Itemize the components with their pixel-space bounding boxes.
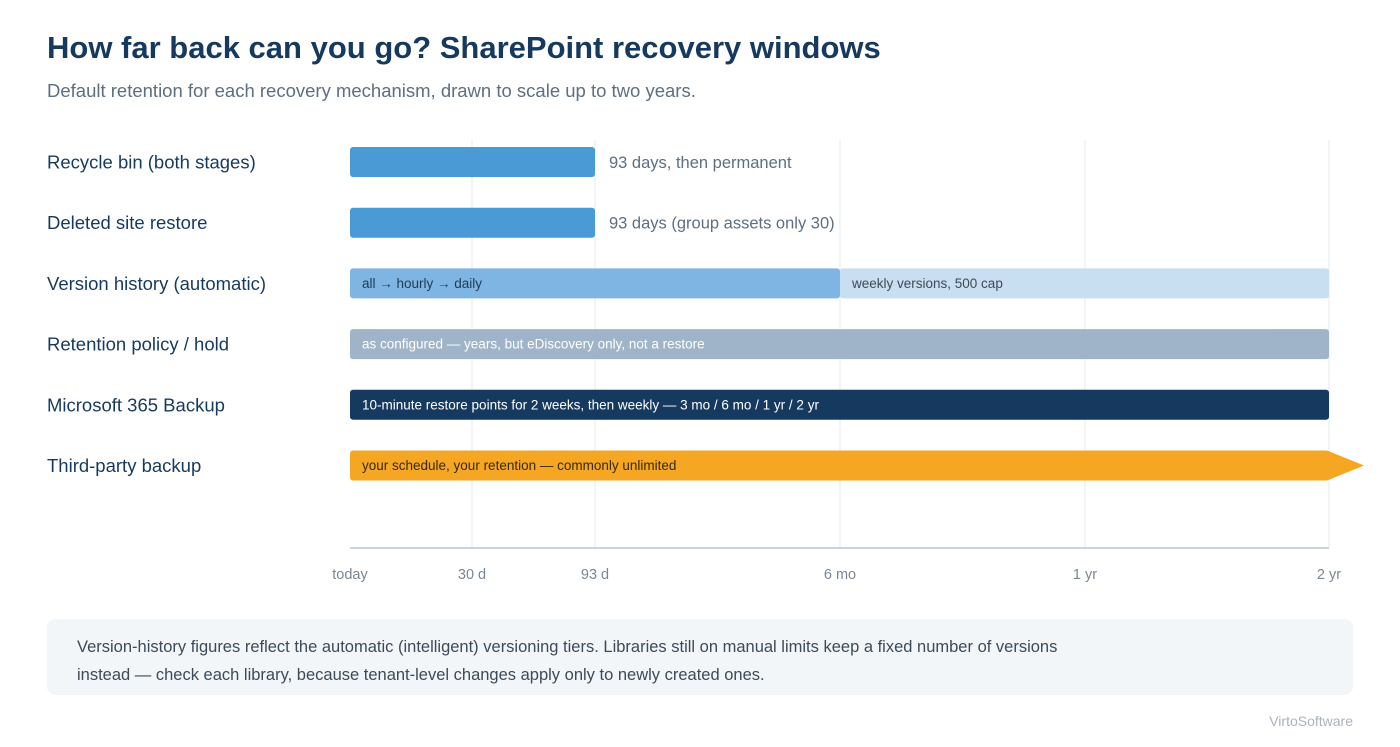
row-label-1: Deleted site restore <box>47 212 207 233</box>
bar-1-0 <box>350 207 595 238</box>
bar-label-4-0: 10-minute restore points for 2 weeks, th… <box>362 397 819 412</box>
row-label-0: Recycle bin (both stages) <box>47 152 256 173</box>
brand-logo-text: VirtoSoftware <box>1269 713 1353 729</box>
row-label-5: Third-party backup <box>47 455 201 476</box>
row-label-3: Retention policy / hold <box>47 334 229 355</box>
bar-annotation-1: 93 days (group assets only 30) <box>609 215 835 233</box>
bar-4-0 <box>350 389 1329 420</box>
row-label-2: Version history (automatic) <box>47 273 266 294</box>
open-ended-arrow-5 <box>1327 450 1364 481</box>
x-tick-label-0: today <box>332 567 368 583</box>
x-tick-label-1: 30 d <box>458 567 486 583</box>
bar-annotation-0: 93 days, then permanent <box>609 154 792 172</box>
footnote-box: Version-history figures reflect the auto… <box>47 619 1353 695</box>
footnote-line-1: Version-history figures reflect the auto… <box>77 638 1058 656</box>
x-tick-label-5: 2 yr <box>1317 567 1341 583</box>
x-tick-label-4: 1 yr <box>1073 567 1097 583</box>
bar-3-0 <box>350 329 1329 360</box>
x-tick-label-3: 6 mo <box>824 567 856 583</box>
bar-label-3-0: as configured — years, but eDiscovery on… <box>362 337 705 352</box>
row-label-4: Microsoft 365 Backup <box>47 394 225 415</box>
recovery-windows-chart: today 30 d 93 d 6 mo 1 yr 2 yr Recycle bin (bo… <box>47 140 1364 583</box>
bar-label-2-0: all → hourly → daily <box>362 276 482 291</box>
bar-5-0 <box>350 450 1329 481</box>
x-tick-label-2: 93 d <box>581 567 609 583</box>
page-subtitle: Default retention for each recovery mech… <box>47 80 696 101</box>
bar-0-0 <box>350 147 595 177</box>
page-title: How far back can you go? SharePoint reco… <box>47 30 881 65</box>
bar-label-5-0: your schedule, your retention — commonly… <box>362 458 676 473</box>
bar-2-1 <box>840 268 1329 299</box>
footnote-line-2: instead — check each library, because te… <box>77 666 765 684</box>
bar-2-0 <box>350 268 840 299</box>
bar-label-2-1: weekly versions, 500 cap <box>851 276 1003 291</box>
